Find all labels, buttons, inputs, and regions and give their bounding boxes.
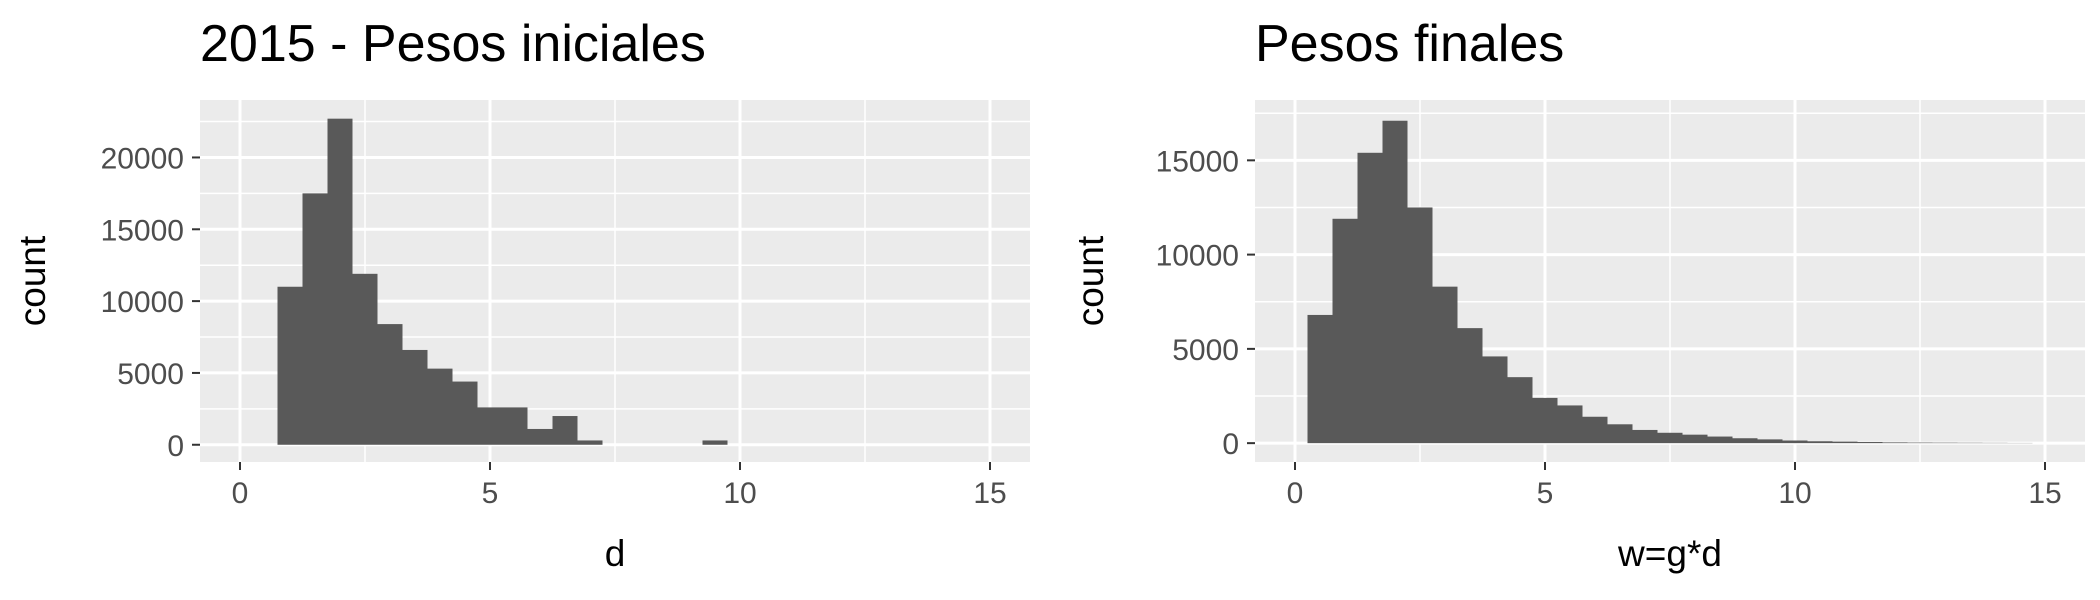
histogram-bar: [1732, 438, 1758, 444]
histogram-bar: [377, 324, 403, 445]
x-tick-label: 0: [232, 477, 249, 510]
y-tick-label: 20000: [101, 142, 184, 175]
histogram-panel-initial: 2015 - Pesos iniciales 0 5 10 15 0 5000 10000 1…: [12, 15, 1030, 574]
histogram-bar: [1682, 434, 1708, 444]
histogram-bar: [1357, 152, 1383, 444]
y-tick-label: 15000: [101, 214, 184, 247]
x-tick-label: 5: [1537, 477, 1554, 510]
histogram-bar: [477, 407, 503, 445]
histogram-bar: [1857, 442, 1883, 444]
histogram-bar: [1557, 405, 1583, 444]
y-tick-label: 0: [167, 430, 184, 463]
histogram-bar: [702, 440, 728, 445]
y-tick-label: 15000: [1156, 145, 1239, 178]
histogram-bar: [1907, 442, 1933, 444]
histogram-bar: [1582, 416, 1608, 444]
x-tick-label: 0: [1287, 477, 1304, 510]
histogram-bar: [1482, 356, 1508, 444]
histogram-panel-final: Pesos finales 0 5 10 15 0 5000 10000 15000 w=g*d…: [1050, 0, 2100, 600]
histogram-bar: [1307, 314, 1333, 444]
histogram-bar: [527, 428, 553, 445]
histogram-bar: [552, 416, 578, 445]
y-tick-label: 0: [1222, 428, 1239, 461]
histogram-initial-weights: 0 5 10 15 0 5000 10000 15000 20000 d count: [12, 100, 1030, 574]
histogram-bar: [1782, 440, 1808, 444]
histogram-bar: [1407, 207, 1433, 444]
x-tick-label: 15: [973, 477, 1006, 510]
y-axis-title: count: [12, 235, 53, 326]
histogram-bar: [1382, 120, 1408, 444]
chart-title: Pesos finales: [1255, 15, 1565, 73]
y-tick-label: 10000: [101, 286, 184, 319]
histogram-bar: [427, 368, 453, 445]
histogram-bar: [1607, 424, 1633, 444]
histogram-bar: [302, 193, 328, 445]
histogram-bar: [1432, 286, 1458, 444]
histogram-bar: [1657, 432, 1683, 444]
histogram-bar: [1757, 439, 1783, 444]
y-tick-label: 10000: [1156, 240, 1239, 273]
histogram-bar: [1807, 441, 1833, 444]
y-tick-label: 5000: [117, 358, 184, 391]
histogram-bar: [1707, 436, 1733, 444]
histogram-bar: [402, 349, 428, 445]
histogram-bar: [452, 381, 478, 445]
histogram-bar: [352, 273, 378, 445]
x-tick-label: 5: [482, 477, 499, 510]
histogram-bar: [1882, 442, 1908, 444]
histogram-bar: [1632, 429, 1658, 444]
x-axis-title: d: [605, 533, 626, 574]
x-tick-label: 10: [723, 477, 756, 510]
histogram-bar: [1332, 218, 1358, 444]
histogram-bar: [1457, 328, 1483, 444]
histogram-bar: [1532, 397, 1558, 444]
histogram-final-weights: 0 5 10 15 0 5000 10000 15000 w=g*d count: [1070, 100, 2085, 574]
histogram-bar: [1507, 377, 1533, 444]
x-axis-title: w=g*d: [1617, 533, 1722, 574]
histogram-bar: [277, 286, 303, 445]
histogram-bar: [1832, 441, 1858, 444]
y-axis-title: count: [1070, 235, 1111, 326]
histogram-bar: [502, 407, 528, 445]
x-tick-label: 10: [1778, 477, 1811, 510]
y-tick-label: 5000: [1172, 334, 1239, 367]
chart-title: 2015 - Pesos iniciales: [200, 15, 706, 73]
histogram-bar: [327, 118, 353, 445]
histogram-bar: [577, 440, 603, 445]
x-tick-label: 15: [2028, 477, 2061, 510]
